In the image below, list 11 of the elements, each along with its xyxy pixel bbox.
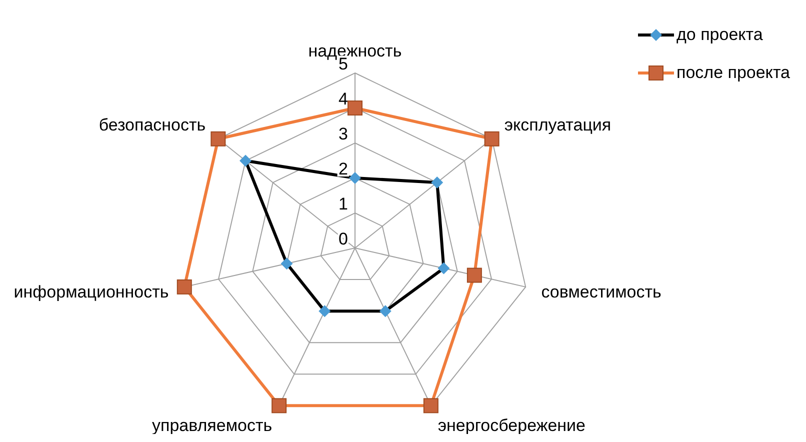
spoke-label: эксплуатация	[504, 116, 612, 135]
y-tick-label: 2	[338, 160, 348, 178]
y-tick-label: 0	[338, 230, 348, 248]
y-tick-label: 1	[338, 194, 348, 214]
y-tick-label: 4	[338, 90, 348, 108]
spoke-label: совместимость	[541, 282, 662, 302]
legend-label: до проекта	[676, 25, 763, 45]
legend-label: после проекта	[676, 63, 790, 83]
spoke-label: безопасность	[98, 116, 206, 135]
spoke-label: информационность	[14, 282, 169, 302]
y-tick-label: 3	[338, 124, 348, 144]
